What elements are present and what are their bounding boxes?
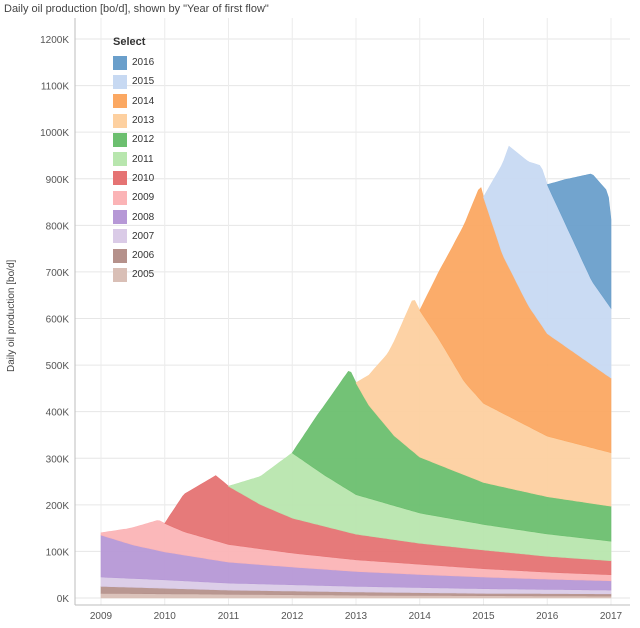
legend-item-2011[interactable]: 2011 [113, 149, 154, 168]
legend-swatch [113, 132, 127, 147]
x-tick-label: 2010 [154, 611, 177, 622]
legend-label: 2007 [132, 230, 155, 242]
y-tick-label: 1000K [40, 128, 69, 139]
legend-swatch [113, 171, 127, 186]
legend-item-2007[interactable]: 2007 [113, 227, 154, 246]
x-tick-label: 2016 [536, 611, 559, 622]
legend-label: 2008 [132, 211, 155, 223]
y-tick-label: 200K [46, 501, 70, 512]
x-tick-label: 2013 [345, 611, 368, 622]
legend-item-2008[interactable]: 2008 [113, 207, 154, 226]
legend-item-2005[interactable]: 2005 [113, 265, 154, 284]
legend-item-2009[interactable]: 2009 [113, 188, 154, 207]
legend-label: 2015 [132, 76, 155, 88]
y-tick-label: 400K [46, 408, 70, 419]
legend-item-2010[interactable]: 2010 [113, 169, 154, 188]
legend-label: 2011 [132, 153, 154, 165]
y-tick-label: 500K [46, 361, 70, 372]
legend-item-2016[interactable]: 2016 [113, 53, 154, 72]
legend-title: Select [113, 36, 146, 48]
y-tick-label: 100K [46, 547, 70, 558]
area-series-2016 [546, 173, 612, 310]
legend-items: 2016 2015 2014 2013 2012 2011 2010 2009 2008 2007… [113, 53, 154, 285]
legend-label: 2012 [132, 134, 155, 146]
legend-swatch [113, 55, 127, 70]
legend-label: 2005 [132, 269, 155, 281]
y-tick-label: 700K [46, 268, 70, 279]
legend-swatch [113, 74, 127, 89]
y-tick-label: 1100K [41, 82, 70, 93]
y-tick-label: 900K [46, 175, 70, 186]
x-tick-label: 2017 [600, 611, 623, 622]
legend-swatch [113, 267, 127, 282]
legend: Select 2016 2015 2014 2013 2012 2011 2010 2009 2… [113, 36, 154, 285]
x-tick-label: 2015 [472, 611, 495, 622]
chart-title: Daily oil production [bo/d], shown by "Y… [4, 3, 269, 15]
legend-swatch [113, 210, 127, 225]
x-tick-label: 2011 [218, 611, 240, 622]
legend-swatch [113, 152, 127, 167]
y-tick-label: 800K [46, 221, 70, 232]
y-tick-label: 600K [46, 315, 70, 326]
legend-item-2006[interactable]: 2006 [113, 246, 154, 265]
y-tick-label: 0K [57, 594, 70, 605]
legend-label: 2016 [132, 57, 155, 69]
legend-swatch [113, 94, 127, 109]
x-tick-label: 2012 [281, 611, 304, 622]
legend-item-2013[interactable]: 2013 [113, 111, 154, 130]
x-tick-label: 2014 [409, 611, 432, 622]
x-tick-label: 2009 [90, 611, 113, 622]
legend-item-2015[interactable]: 2015 [113, 72, 154, 91]
legend-label: 2013 [132, 115, 155, 127]
legend-label: 2009 [132, 192, 155, 204]
legend-swatch [113, 229, 127, 244]
legend-swatch [113, 113, 127, 128]
area-series-2015 [483, 145, 612, 379]
legend-label: 2014 [132, 95, 155, 107]
y-tick-label: 300K [46, 454, 70, 465]
legend-swatch [113, 248, 127, 263]
legend-label: 2010 [132, 172, 155, 184]
legend-label: 2006 [132, 250, 155, 262]
legend-swatch [113, 190, 127, 205]
legend-item-2012[interactable]: 2012 [113, 130, 154, 149]
legend-item-2014[interactable]: 2014 [113, 92, 154, 111]
y-tick-label: 1200K [40, 35, 69, 46]
